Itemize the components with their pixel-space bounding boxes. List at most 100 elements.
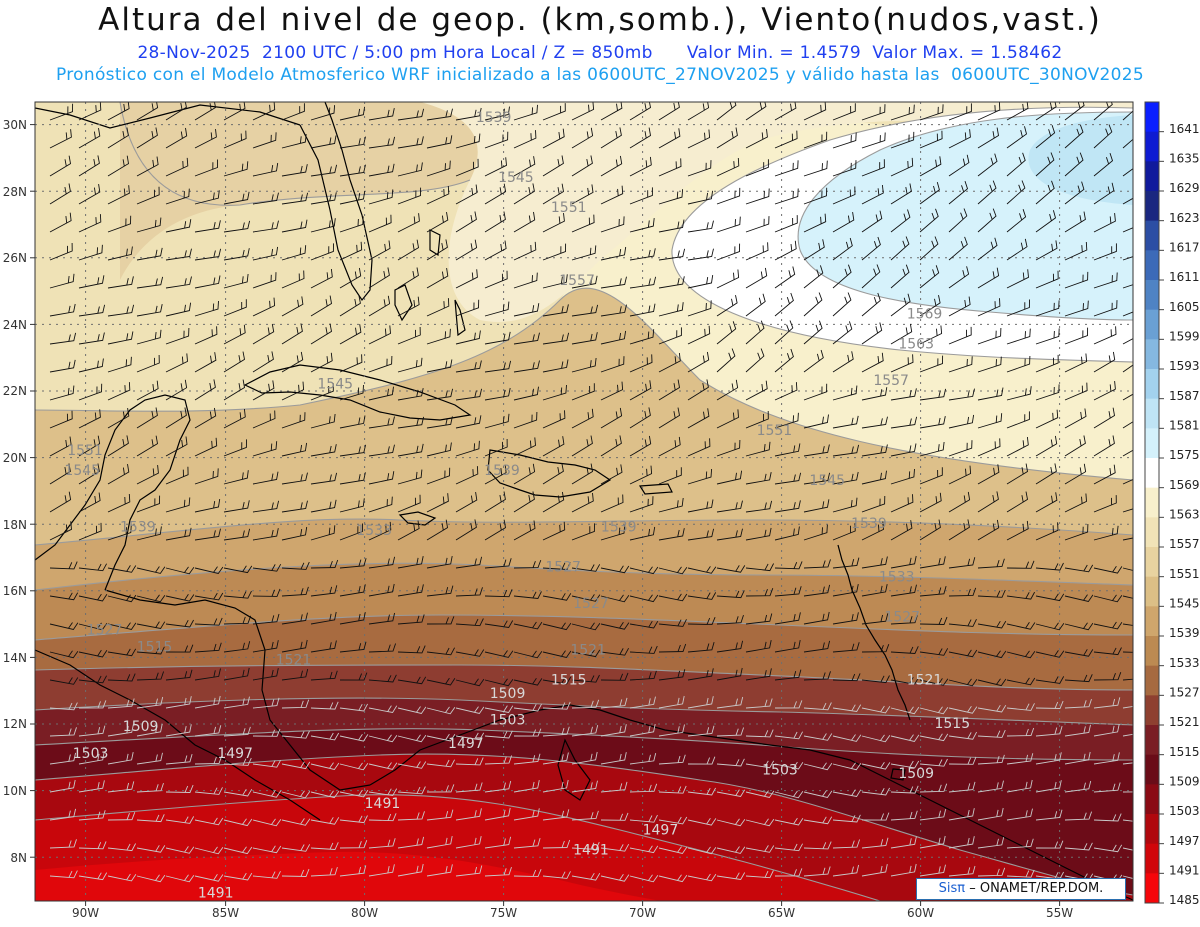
wind-barb [49, 592, 79, 601]
wind-barb [658, 407, 681, 429]
wind-barb [745, 790, 775, 799]
wind-barb [339, 733, 369, 742]
contour-label: 1545 [809, 473, 845, 489]
legend-label: 1635 [1169, 152, 1200, 166]
wind-barb [658, 874, 688, 883]
wind-barb [368, 813, 397, 822]
wind-barb [484, 438, 508, 457]
wind-barb [542, 183, 564, 205]
wind-barb [948, 180, 969, 205]
wind-barb [223, 872, 253, 881]
wind-barb [455, 388, 483, 401]
wind-barb [919, 519, 941, 541]
wind-barb [1093, 152, 1114, 177]
wind-barb [600, 494, 624, 513]
wind-barb [223, 161, 249, 177]
wind-barb [832, 734, 862, 742]
wind-barb [78, 649, 108, 658]
wind-barb [774, 612, 801, 625]
wind-barb [165, 753, 193, 765]
wind-barb [890, 646, 919, 654]
contour-label: 1533 [879, 569, 915, 585]
wind-barb [368, 762, 398, 770]
wind-barb [890, 555, 917, 569]
wind-barb [252, 500, 280, 513]
wind-barb [919, 616, 948, 625]
wind-barb [542, 779, 569, 793]
wind-barb [107, 331, 134, 345]
wind-barb [745, 668, 772, 681]
wind-barb [397, 520, 420, 541]
wind-barb [281, 526, 308, 541]
wind-barb [774, 443, 801, 457]
wind-barb [426, 647, 455, 656]
wind-barb [803, 160, 828, 177]
wind-barb [687, 248, 714, 261]
wind-barb [861, 210, 883, 233]
wind-barb [716, 818, 746, 827]
wind-barb [252, 697, 280, 709]
wind-barb [310, 135, 337, 149]
wind-barb [600, 812, 629, 821]
wind-barb [1093, 435, 1115, 457]
wind-barb [455, 618, 484, 627]
wind-barb [687, 468, 713, 485]
lat-tick-30n: 30N [3, 118, 27, 132]
wind-barb [1064, 622, 1094, 631]
wind-barb [1035, 409, 1059, 429]
wind-barb [78, 275, 105, 289]
wind-barb [745, 613, 773, 625]
wind-barb [977, 780, 1004, 793]
contour-label: 1509 [123, 719, 159, 735]
wind-barb [339, 415, 366, 429]
wind-barb [368, 355, 393, 373]
wind-barb [339, 295, 361, 317]
legend-label: 1629 [1169, 181, 1200, 195]
wind-barb [658, 724, 685, 737]
wind-barb [977, 558, 1005, 569]
wind-barb [1122, 138, 1133, 149]
wind-barb [832, 132, 857, 149]
wind-barb [455, 269, 478, 289]
wind-barb [890, 264, 910, 289]
wind-barb [136, 276, 164, 289]
wind-barb [281, 790, 311, 799]
wind-barb [252, 441, 278, 457]
wind-barb [1035, 102, 1057, 121]
wind-barb [948, 388, 975, 401]
wind-barb [368, 734, 398, 743]
wind-barb [803, 841, 832, 850]
wind-barb [136, 329, 162, 345]
wind-barb [78, 102, 102, 121]
wind-barb [542, 650, 572, 659]
wind-barb [513, 303, 540, 317]
wind-barb [571, 564, 601, 572]
wind-barb [165, 784, 194, 793]
wind-barb [107, 215, 132, 233]
wind-barb [368, 643, 397, 653]
legend-label: 1599 [1169, 330, 1200, 344]
wind-barb [194, 566, 224, 575]
wind-barb [455, 556, 483, 569]
wind-barb [223, 615, 252, 625]
band-1551 [420, 102, 1133, 322]
wind-barb [223, 726, 251, 737]
wind-barb [194, 617, 223, 626]
wind-barb [745, 698, 773, 709]
wind-barb [194, 468, 219, 485]
wind-barb [861, 264, 881, 289]
wind-barb [1064, 408, 1087, 429]
band-1485 [35, 851, 660, 901]
legend-swatch [1145, 517, 1159, 548]
wind-barb [455, 836, 482, 849]
wind-barb [1122, 595, 1133, 599]
wind-barb [977, 519, 1000, 541]
wind-barb [1035, 725, 1063, 737]
wind-barb [107, 812, 136, 821]
wind-barb [310, 472, 338, 485]
wind-barb [803, 213, 827, 233]
wind-barb [223, 667, 250, 681]
wind-barb [687, 300, 712, 317]
wind-barb [1006, 126, 1028, 149]
wind-barb [774, 843, 803, 852]
